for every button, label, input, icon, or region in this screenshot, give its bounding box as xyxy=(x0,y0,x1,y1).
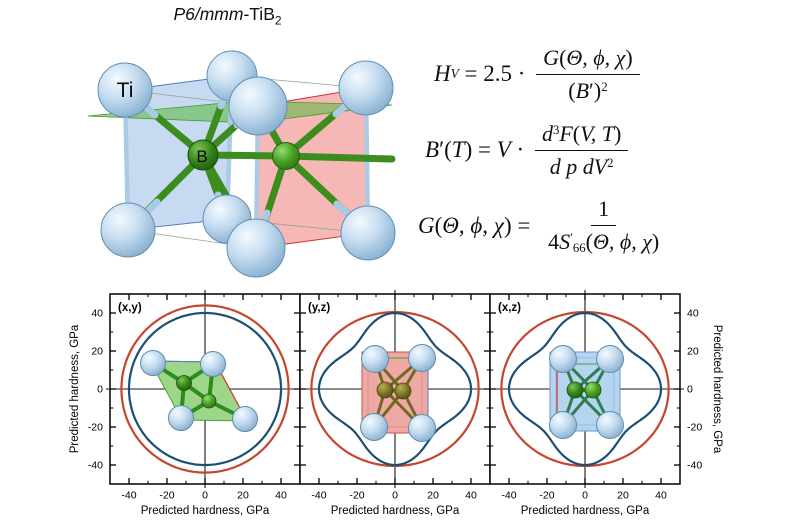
y-tick-label: 40 xyxy=(91,308,103,320)
inset-basal-plane-cell xyxy=(140,350,258,432)
panel-plane-label: (y,z) xyxy=(308,302,330,314)
x-tick-label: 20 xyxy=(617,490,629,502)
x-tick-label: 40 xyxy=(465,490,477,502)
x-axis-title: Predicted hardness, GPa xyxy=(141,505,270,517)
x-tick-label: 0 xyxy=(582,490,588,502)
y-tick-label: -20 xyxy=(88,422,103,434)
curve-hardness-upper-bound xyxy=(500,310,670,467)
inset-yz-cell xyxy=(360,344,436,442)
y-tick-label: 0 xyxy=(687,384,693,396)
curve-hardness-upper-bound xyxy=(120,304,290,474)
inset3-ti-atoms xyxy=(549,345,624,439)
x-tick-label: -40 xyxy=(121,490,136,502)
compound-label: -TiB xyxy=(243,4,275,24)
x-tick-label: -40 xyxy=(311,490,326,502)
x-tick-label: 0 xyxy=(202,490,208,502)
boron-atom-left xyxy=(187,139,219,171)
space-group-label: P6/mmm xyxy=(173,4,244,24)
x-tick-label: -20 xyxy=(349,490,364,502)
curve-hardness-upper-bound xyxy=(310,310,480,467)
y-tick-label: 0 xyxy=(97,384,103,396)
fraction: G(Θ, ϕ, χ) (B′)2 xyxy=(536,45,640,104)
y-tick-label: 20 xyxy=(687,346,699,358)
inset2-ti-atoms xyxy=(360,344,436,442)
fraction: 1 4S′66(Θ, ϕ, χ) xyxy=(548,195,660,256)
x-tick-label: 20 xyxy=(427,490,439,502)
x-axis-title: Predicted hardness, GPa xyxy=(521,505,650,517)
x-tick-label: 40 xyxy=(275,490,287,502)
inset1-ti-atoms xyxy=(140,350,258,432)
y-tick-label: -20 xyxy=(687,422,702,434)
x-tick-label: -20 xyxy=(159,490,174,502)
y-tick-label: -40 xyxy=(687,460,702,472)
crystal-structure-drawing: Ti B xyxy=(87,50,396,278)
fraction: d3F(V, T) d p dV2 xyxy=(534,121,629,180)
x-tick-label: -40 xyxy=(501,490,516,502)
boron-atom-right xyxy=(272,142,300,170)
compound-subscript: 2 xyxy=(274,13,282,28)
hardness-polar-plots: -40 -20 0 20 40 Predicted hardness, GPa (x,y) -… xyxy=(69,290,723,517)
y-axis-title-right: Predicted hardness, GPa xyxy=(711,325,723,454)
x-tick-label: 20 xyxy=(237,490,249,502)
x-axis-title: Predicted hardness, GPa xyxy=(331,505,460,517)
y-tick-label: 40 xyxy=(687,308,699,320)
ti-atom-label: Ti xyxy=(117,79,134,102)
y-tick-label: -40 xyxy=(88,460,103,472)
curve-hardness-lower-bound xyxy=(127,311,283,467)
curve-hardness-lower-bound xyxy=(317,311,473,467)
y-tick-label: 20 xyxy=(91,346,103,358)
y-axis-title-left: Predicted hardness, GPa xyxy=(69,324,81,453)
x-tick-label: 40 xyxy=(655,490,667,502)
titanium-atoms xyxy=(97,50,396,278)
generated-panels: -40 -20 0 20 40 Predicted hardness, GPa (x,y) -… xyxy=(69,290,723,517)
panel-plane-label: (x,y) xyxy=(118,302,142,314)
equation-bulk-modulus-derivative: B ′(T) = V · d3F(V, T) d p dV2 xyxy=(418,112,796,188)
curve-hardness-lower-bound xyxy=(507,311,663,467)
equation-shear-modulus: G(Θ, ϕ, χ) = 1 4S′66(Θ, ϕ, χ) xyxy=(418,188,796,264)
x-tick-label: 0 xyxy=(392,490,398,502)
structure-title: P6/mmm-TiB2 xyxy=(55,4,400,28)
inset-xz-cell xyxy=(549,345,624,439)
panel-plane-label: (x,z) xyxy=(498,302,521,314)
x-tick-label: -20 xyxy=(539,490,554,502)
b-atom-label: B xyxy=(196,147,207,166)
